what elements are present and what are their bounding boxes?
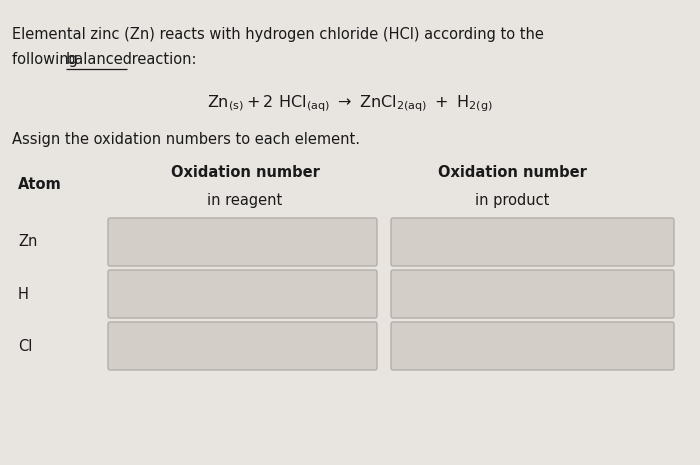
Text: in reagent: in reagent <box>207 193 283 208</box>
Text: reaction:: reaction: <box>127 52 196 67</box>
Text: following: following <box>12 52 83 67</box>
Text: Zn: Zn <box>18 234 37 250</box>
Text: Oxidation number: Oxidation number <box>438 165 587 180</box>
Text: Cl: Cl <box>18 339 32 353</box>
FancyBboxPatch shape <box>108 322 377 370</box>
Text: balanced: balanced <box>66 52 133 67</box>
Text: Oxidation number: Oxidation number <box>171 165 319 180</box>
Text: Assign the oxidation numbers to each element.: Assign the oxidation numbers to each ele… <box>12 132 360 147</box>
FancyBboxPatch shape <box>391 322 674 370</box>
FancyBboxPatch shape <box>108 218 377 266</box>
FancyBboxPatch shape <box>391 218 674 266</box>
FancyBboxPatch shape <box>108 270 377 318</box>
Text: in product: in product <box>475 193 550 208</box>
Text: $\mathregular{Zn_{(s)} + 2\ HCl_{(aq)}\ \rightarrow\ ZnCl_{2(aq)}\ +\ H_{2(g)}}$: $\mathregular{Zn_{(s)} + 2\ HCl_{(aq)}\ … <box>207 93 493 113</box>
FancyBboxPatch shape <box>391 270 674 318</box>
Text: Atom: Atom <box>18 177 62 192</box>
Text: H: H <box>18 286 29 301</box>
Text: Elemental zinc (Zn) reacts with hydrogen chloride (HCl) according to the: Elemental zinc (Zn) reacts with hydrogen… <box>12 27 544 42</box>
